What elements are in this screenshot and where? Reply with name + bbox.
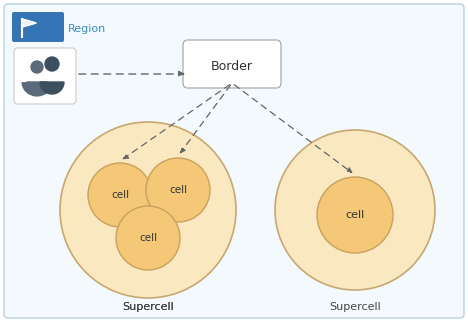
FancyBboxPatch shape <box>12 12 64 42</box>
Text: cell: cell <box>139 233 157 243</box>
Circle shape <box>60 122 236 298</box>
Text: cell: cell <box>169 185 187 195</box>
Circle shape <box>116 206 180 270</box>
Text: Supercell: Supercell <box>329 302 381 312</box>
Text: Supercell: Supercell <box>122 302 174 312</box>
Wedge shape <box>40 82 64 94</box>
Text: Region: Region <box>68 24 106 34</box>
Circle shape <box>317 177 393 253</box>
Text: cell: cell <box>111 190 129 200</box>
Wedge shape <box>27 82 47 92</box>
Circle shape <box>45 57 59 71</box>
FancyBboxPatch shape <box>183 40 281 88</box>
Circle shape <box>31 61 43 73</box>
Polygon shape <box>22 19 36 27</box>
FancyBboxPatch shape <box>4 4 464 318</box>
Text: Border: Border <box>211 60 253 72</box>
FancyBboxPatch shape <box>14 48 76 104</box>
Circle shape <box>88 163 152 227</box>
Circle shape <box>275 130 435 290</box>
Text: Supercell: Supercell <box>122 302 174 312</box>
Text: cell: cell <box>345 210 365 220</box>
Circle shape <box>146 158 210 222</box>
